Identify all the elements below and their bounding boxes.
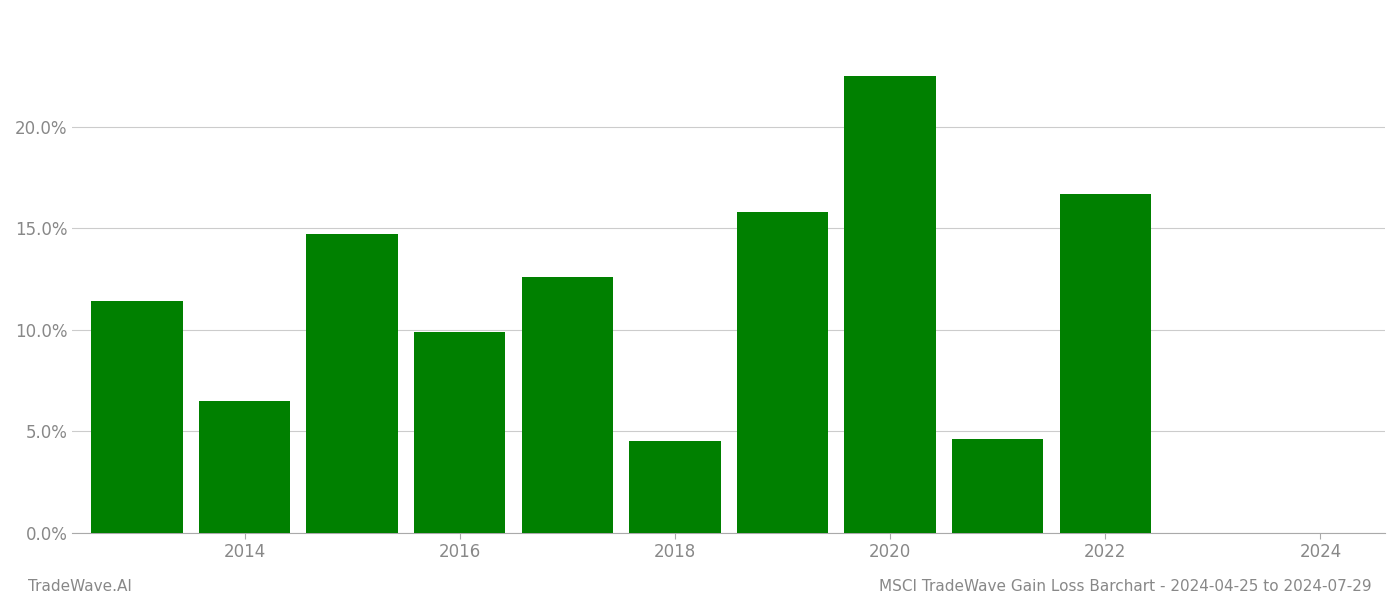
Bar [952,439,1043,533]
Bar [629,441,721,533]
Bar [91,301,182,533]
Bar [522,277,613,533]
Bar [736,212,829,533]
Text: MSCI TradeWave Gain Loss Barchart - 2024-04-25 to 2024-07-29: MSCI TradeWave Gain Loss Barchart - 2024… [879,579,1372,594]
Bar [844,76,935,533]
Bar [307,234,398,533]
Bar [199,401,290,533]
Text: TradeWave.AI: TradeWave.AI [28,579,132,594]
Bar [1060,194,1151,533]
Bar [414,332,505,533]
